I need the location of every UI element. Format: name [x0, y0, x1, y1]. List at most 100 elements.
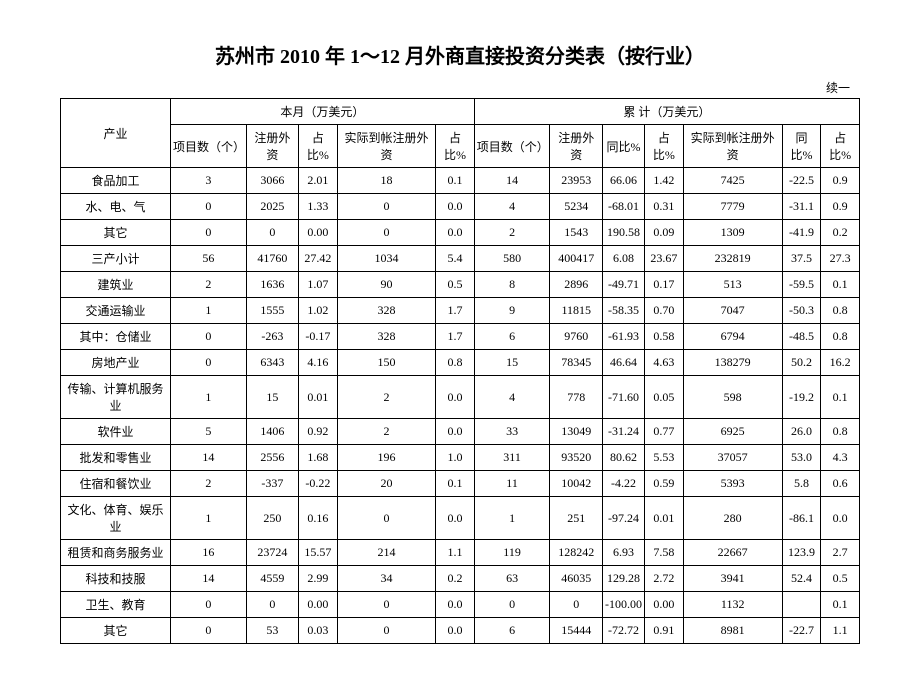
cell: 598 — [683, 376, 782, 419]
table-row: 食品加工330662.01180.1142395366.061.427425-2… — [61, 168, 860, 194]
cell: -49.71 — [603, 272, 645, 298]
cell: 63 — [474, 566, 550, 592]
cell: 78345 — [550, 350, 603, 376]
cell: 0.01 — [299, 376, 338, 419]
table-row: 其中：仓储业0-263-0.173281.769760-61.930.58679… — [61, 324, 860, 350]
cell: 0.0 — [436, 419, 475, 445]
table-row: 文化、体育、娱乐业12500.1600.01251-97.240.01280-8… — [61, 497, 860, 540]
cell: 0 — [337, 497, 435, 540]
table-row: 卫生、教育000.0000.000-100.000.0011320.1 — [61, 592, 860, 618]
cell: -0.17 — [299, 324, 338, 350]
cell: 5 — [170, 419, 246, 445]
cell: 251 — [550, 497, 603, 540]
cell: 0.0 — [436, 592, 475, 618]
cell: 4 — [474, 194, 550, 220]
col-month-group: 本月（万美元） — [170, 99, 474, 125]
cell: 1.0 — [436, 445, 475, 471]
cell: 5.53 — [645, 445, 684, 471]
cell: 0.1 — [821, 272, 860, 298]
cell: 250 — [246, 497, 298, 540]
cell: 0.2 — [436, 566, 475, 592]
cell: 580 — [474, 246, 550, 272]
cell: 6.08 — [603, 246, 645, 272]
cell: 27.42 — [299, 246, 338, 272]
cell: -97.24 — [603, 497, 645, 540]
col-c-reg: 注册外资 — [550, 125, 603, 168]
cell: 1555 — [246, 298, 298, 324]
cell: 41760 — [246, 246, 298, 272]
cell: 0.59 — [645, 471, 684, 497]
cell: 0.00 — [299, 220, 338, 246]
col-m-share2: 占比% — [436, 125, 475, 168]
cell: 1.33 — [299, 194, 338, 220]
cell: 138279 — [683, 350, 782, 376]
cell: 9760 — [550, 324, 603, 350]
cell: 37.5 — [782, 246, 821, 272]
cell: 214 — [337, 540, 435, 566]
cell: 0.1 — [821, 376, 860, 419]
cell: 7047 — [683, 298, 782, 324]
table-row: 传输、计算机服务业1150.0120.04778-71.600.05598-19… — [61, 376, 860, 419]
cell: 2 — [170, 272, 246, 298]
cell: 7779 — [683, 194, 782, 220]
cell: 128242 — [550, 540, 603, 566]
col-m-projects: 项目数（个） — [170, 125, 246, 168]
cell — [782, 592, 821, 618]
cell: 2.99 — [299, 566, 338, 592]
table-body: 食品加工330662.01180.1142395366.061.427425-2… — [61, 168, 860, 644]
row-label: 租赁和商务服务业 — [61, 540, 171, 566]
cell: 0.03 — [299, 618, 338, 644]
cell: 14 — [474, 168, 550, 194]
row-label: 水、电、气 — [61, 194, 171, 220]
cell: 1.1 — [821, 618, 860, 644]
cell: 1.42 — [645, 168, 684, 194]
cell: 1 — [170, 298, 246, 324]
cell: 0.00 — [299, 592, 338, 618]
cell: -86.1 — [782, 497, 821, 540]
cell: 6794 — [683, 324, 782, 350]
cell: 150 — [337, 350, 435, 376]
cell: 50.2 — [782, 350, 821, 376]
cell: 56 — [170, 246, 246, 272]
cell: 0 — [170, 618, 246, 644]
cell: 27.3 — [821, 246, 860, 272]
cell: -50.3 — [782, 298, 821, 324]
col-c-share: 占比% — [645, 125, 684, 168]
cell: -100.00 — [603, 592, 645, 618]
cell: 1.68 — [299, 445, 338, 471]
cell: 1.1 — [436, 540, 475, 566]
table-row: 住宿和餐饮业2-337-0.22200.11110042-4.220.59539… — [61, 471, 860, 497]
cell: 0.6 — [821, 471, 860, 497]
cell: 53 — [246, 618, 298, 644]
cell: 15 — [474, 350, 550, 376]
cell: 400417 — [550, 246, 603, 272]
col-m-actual: 实际到帐注册外资 — [337, 125, 435, 168]
cell: 6 — [474, 324, 550, 350]
investment-table: 产业 本月（万美元） 累 计（万美元） 项目数（个） 注册外资 占比% 实际到帐… — [60, 98, 860, 644]
cell: 2.01 — [299, 168, 338, 194]
cell: 0.0 — [821, 497, 860, 540]
cell: 33 — [474, 419, 550, 445]
cell: 0.31 — [645, 194, 684, 220]
cell: -337 — [246, 471, 298, 497]
cell: 10042 — [550, 471, 603, 497]
col-c-share2: 占比% — [821, 125, 860, 168]
cell: 7.58 — [645, 540, 684, 566]
cell: 0 — [550, 592, 603, 618]
cell: -68.01 — [603, 194, 645, 220]
cell: 196 — [337, 445, 435, 471]
table-row: 交通运输业115551.023281.7911815-58.350.707047… — [61, 298, 860, 324]
cell: 2 — [474, 220, 550, 246]
cell: 280 — [683, 497, 782, 540]
cell: 0 — [246, 220, 298, 246]
cell: 6 — [474, 618, 550, 644]
cell: 328 — [337, 324, 435, 350]
cell: 5.4 — [436, 246, 475, 272]
cell: 0.70 — [645, 298, 684, 324]
table-row: 房地产业063434.161500.8157834546.644.6313827… — [61, 350, 860, 376]
cell: 4559 — [246, 566, 298, 592]
row-label: 交通运输业 — [61, 298, 171, 324]
cell: -31.1 — [782, 194, 821, 220]
col-c-yoy2: 同比% — [782, 125, 821, 168]
cell: 5234 — [550, 194, 603, 220]
